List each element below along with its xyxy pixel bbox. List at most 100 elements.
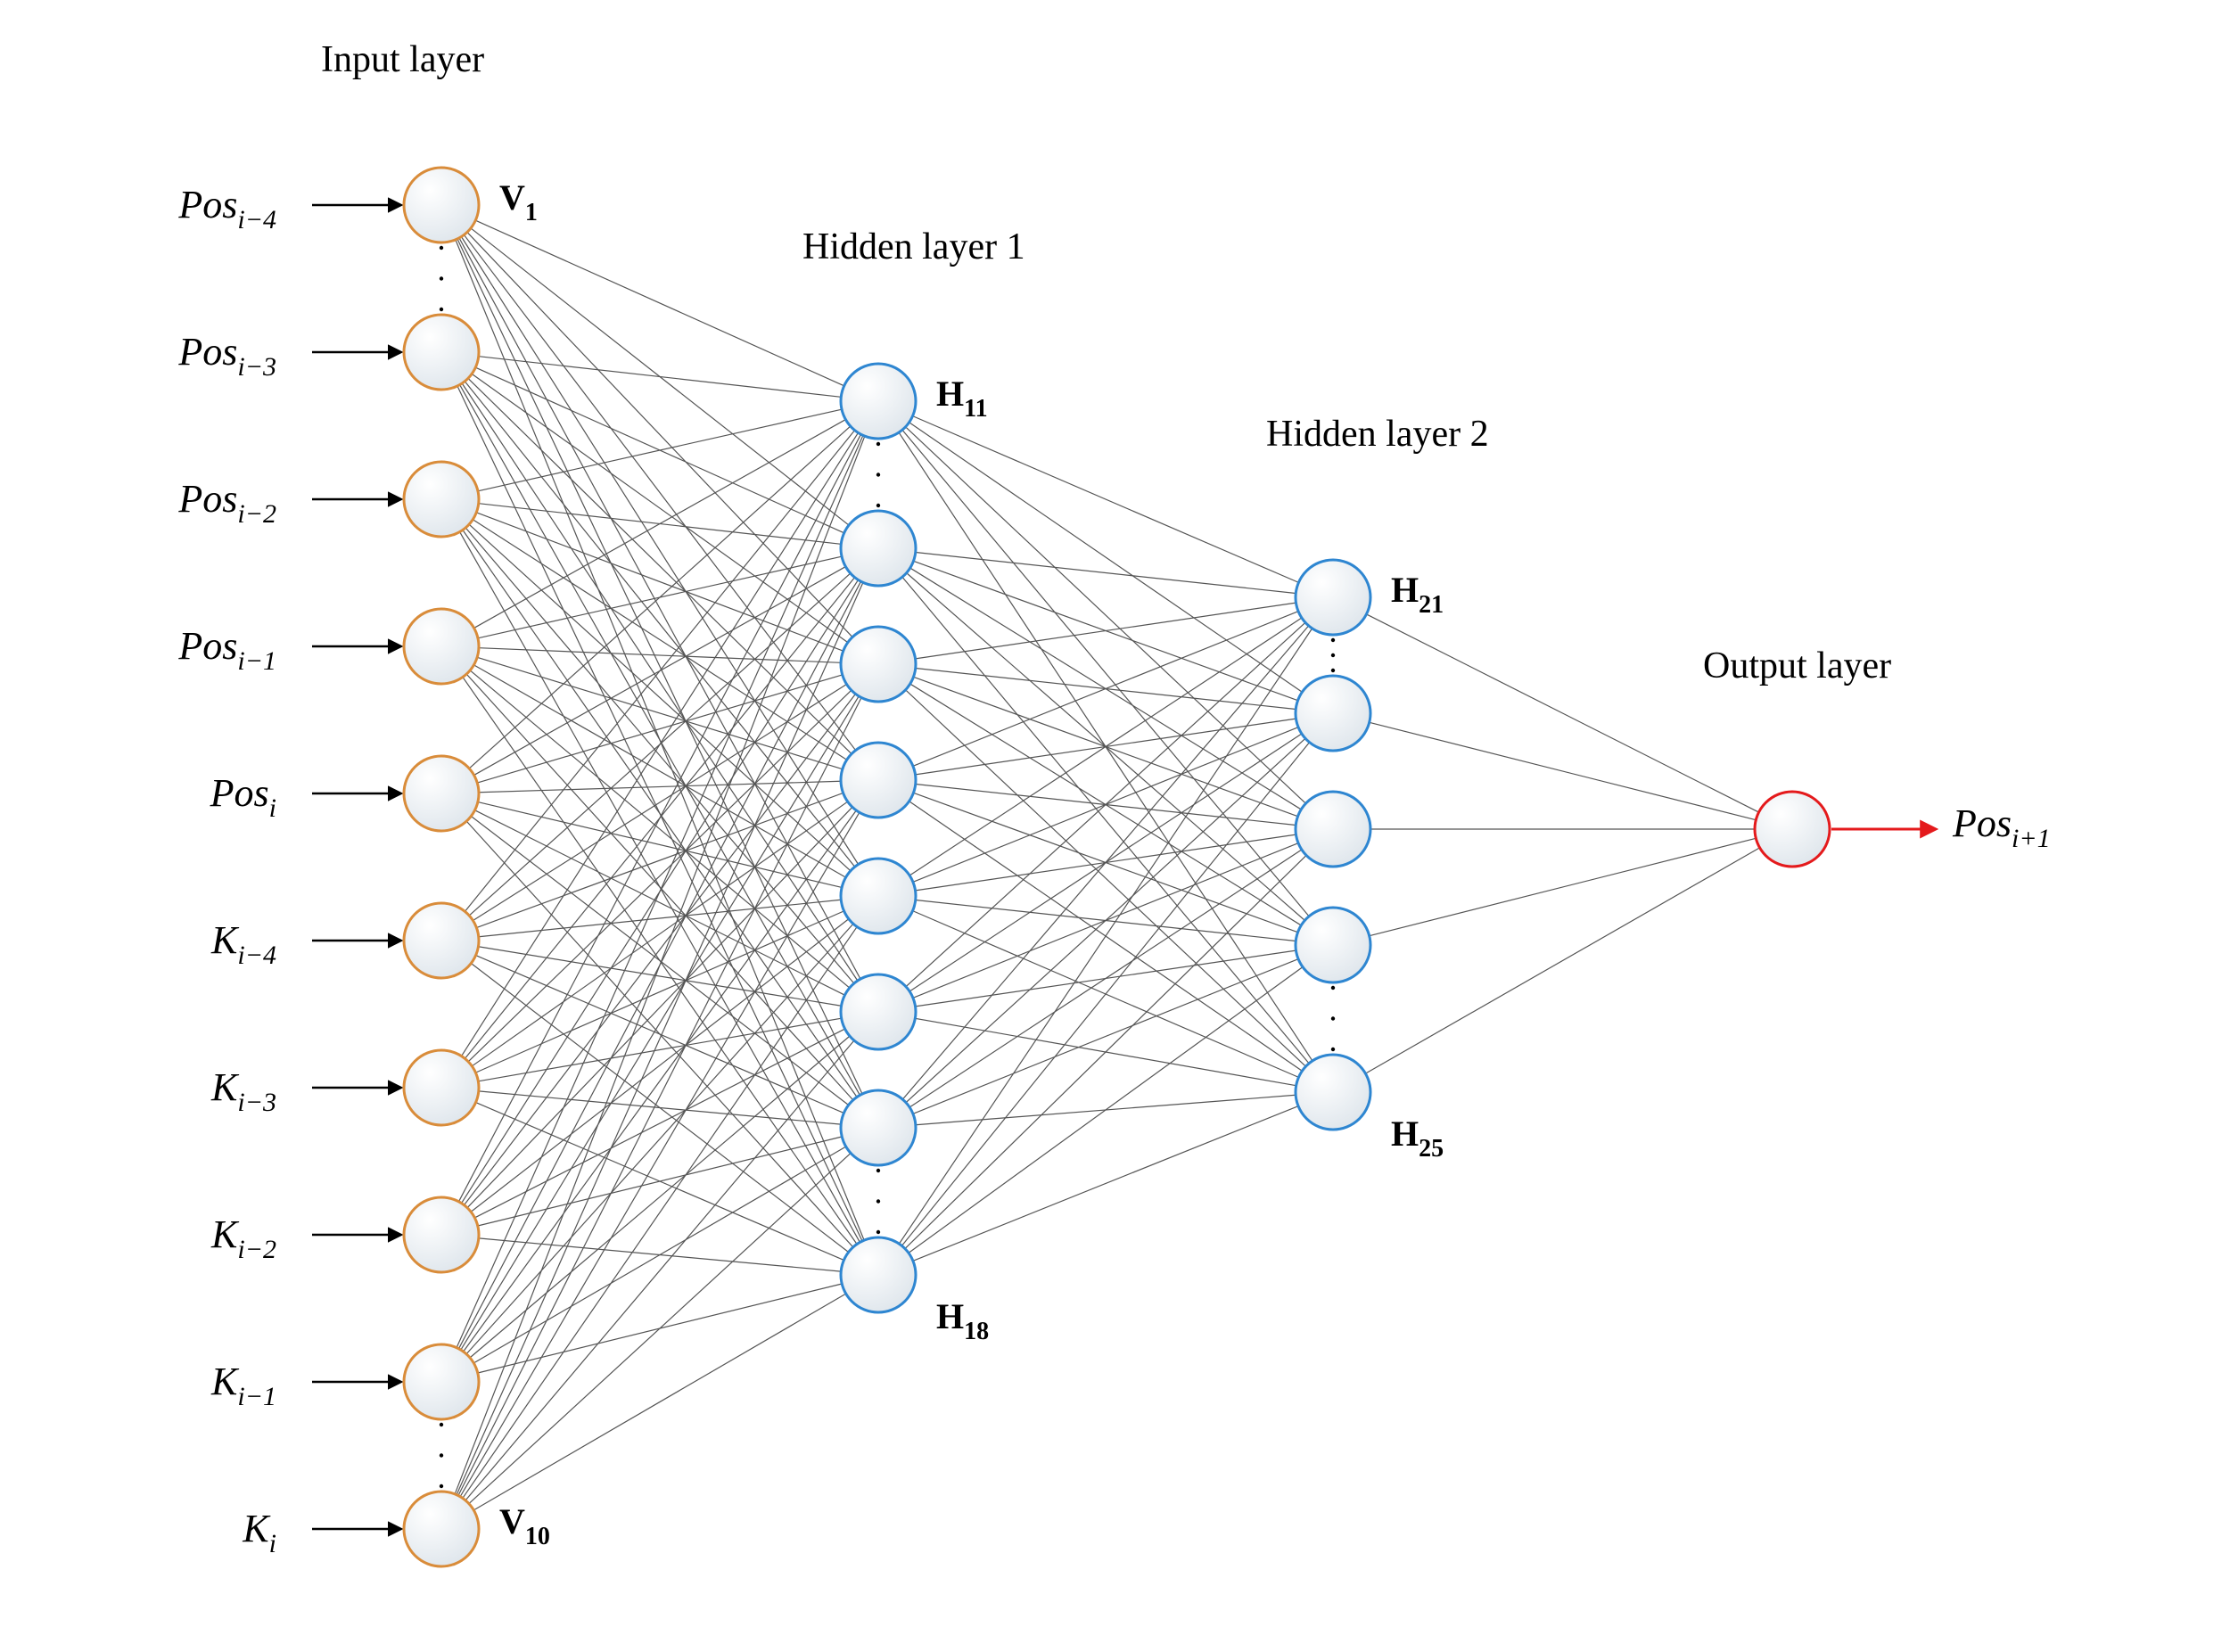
ellipsis-dot bbox=[1331, 1016, 1335, 1020]
ellipsis-dot bbox=[440, 246, 443, 250]
edge bbox=[902, 626, 1308, 1099]
edge bbox=[469, 1153, 851, 1503]
input-node bbox=[404, 1344, 479, 1419]
edge bbox=[473, 520, 846, 760]
input-label: Ki bbox=[242, 1507, 276, 1558]
ellipsis-dot bbox=[440, 1453, 443, 1457]
edge bbox=[461, 696, 859, 1350]
edge bbox=[479, 357, 842, 398]
edge bbox=[462, 432, 859, 1056]
edge bbox=[455, 436, 865, 1494]
edge bbox=[471, 919, 849, 1212]
input-node bbox=[404, 903, 479, 978]
input-label: Posi−2 bbox=[177, 477, 276, 529]
input-node bbox=[404, 315, 479, 390]
edge bbox=[909, 423, 1303, 692]
edge bbox=[909, 967, 1303, 1253]
input-label: Ki−4 bbox=[210, 918, 276, 970]
edge bbox=[475, 911, 843, 1073]
input-label: Ki−3 bbox=[210, 1065, 276, 1117]
ellipsis-dot bbox=[1331, 669, 1335, 672]
hidden1-node bbox=[841, 1237, 916, 1312]
input-node bbox=[404, 1492, 479, 1566]
edge bbox=[465, 528, 854, 983]
edge bbox=[457, 582, 863, 1494]
hidden2-node bbox=[1296, 676, 1370, 751]
edge bbox=[909, 850, 1302, 1107]
ellipsis-dot bbox=[440, 1484, 443, 1488]
node-label: V1 bbox=[499, 177, 538, 226]
edge bbox=[465, 431, 854, 912]
input-node bbox=[404, 1197, 479, 1272]
edge bbox=[913, 612, 1298, 767]
input-label: Posi−4 bbox=[177, 183, 276, 234]
ellipsis-dot bbox=[876, 1230, 880, 1234]
hidden1-node bbox=[841, 743, 916, 818]
input-node bbox=[404, 609, 479, 684]
edge bbox=[901, 743, 1309, 1246]
hidden1-node bbox=[841, 364, 916, 439]
ellipsis-dot bbox=[1331, 653, 1335, 657]
edge bbox=[475, 220, 843, 386]
input-node bbox=[404, 756, 479, 831]
ellipsis-dot bbox=[876, 504, 880, 507]
ellipsis-dot bbox=[1331, 1048, 1335, 1051]
neural-network-diagram: Input layer Hidden layer 1 Hidden layer 2 O… bbox=[0, 0, 2230, 1652]
edge bbox=[1370, 722, 1757, 819]
ellipsis-dot bbox=[876, 442, 880, 446]
hidden1-node bbox=[841, 511, 916, 586]
edge bbox=[469, 426, 850, 768]
edge bbox=[906, 738, 1305, 1102]
ellipsis-dot bbox=[876, 473, 880, 476]
edge bbox=[471, 817, 848, 1105]
edge bbox=[478, 409, 842, 491]
edge bbox=[1370, 838, 1757, 935]
edge bbox=[916, 553, 1296, 594]
hidden2-node bbox=[1296, 908, 1370, 982]
edge bbox=[913, 959, 1298, 1114]
node-label: H21 bbox=[1391, 570, 1444, 619]
input-node bbox=[404, 168, 479, 242]
edge bbox=[473, 665, 845, 877]
input-node bbox=[404, 462, 479, 537]
hidden2-node bbox=[1296, 1055, 1370, 1130]
edge bbox=[479, 900, 841, 936]
edge bbox=[479, 648, 841, 663]
edges bbox=[455, 220, 1759, 1510]
hidden1-title: Hidden layer 1 bbox=[802, 226, 1025, 267]
output-label: Posi+1 bbox=[1952, 801, 2051, 853]
ellipsis-dot bbox=[440, 276, 443, 280]
input-label: Posi bbox=[210, 771, 276, 823]
edge bbox=[474, 1029, 844, 1218]
node-label: V10 bbox=[499, 1501, 550, 1550]
edge bbox=[457, 435, 863, 1347]
edge bbox=[465, 1040, 854, 1500]
edge bbox=[1366, 614, 1758, 812]
input-label: Ki−2 bbox=[210, 1212, 276, 1264]
input-label: Posi−3 bbox=[177, 330, 276, 382]
node-label: H25 bbox=[1391, 1114, 1444, 1163]
edge bbox=[905, 855, 1306, 1248]
hidden2-node bbox=[1296, 560, 1370, 635]
edge bbox=[479, 781, 841, 792]
ellipsis-dot bbox=[1331, 638, 1335, 642]
edge bbox=[460, 812, 860, 1496]
hidden2-title: Hidden layer 2 bbox=[1266, 414, 1489, 455]
hidden1-node bbox=[841, 1090, 916, 1165]
hidden1-node bbox=[841, 627, 916, 702]
input-title: Input layer bbox=[321, 39, 484, 80]
edge bbox=[464, 234, 855, 750]
edge bbox=[466, 924, 853, 1354]
ellipsis-dot bbox=[876, 1169, 880, 1172]
input-node bbox=[404, 1050, 479, 1125]
input-label: Posi−1 bbox=[177, 624, 276, 676]
input-label: Ki−1 bbox=[210, 1360, 276, 1411]
ellipsis-dot bbox=[1331, 986, 1335, 990]
edge bbox=[476, 956, 844, 1114]
edge bbox=[1365, 848, 1759, 1073]
output-node bbox=[1755, 792, 1830, 867]
hidden1-node bbox=[841, 859, 916, 933]
node-label: H18 bbox=[936, 1296, 989, 1345]
hidden1-node bbox=[841, 974, 916, 1049]
output-title: Output layer bbox=[1703, 645, 1891, 686]
